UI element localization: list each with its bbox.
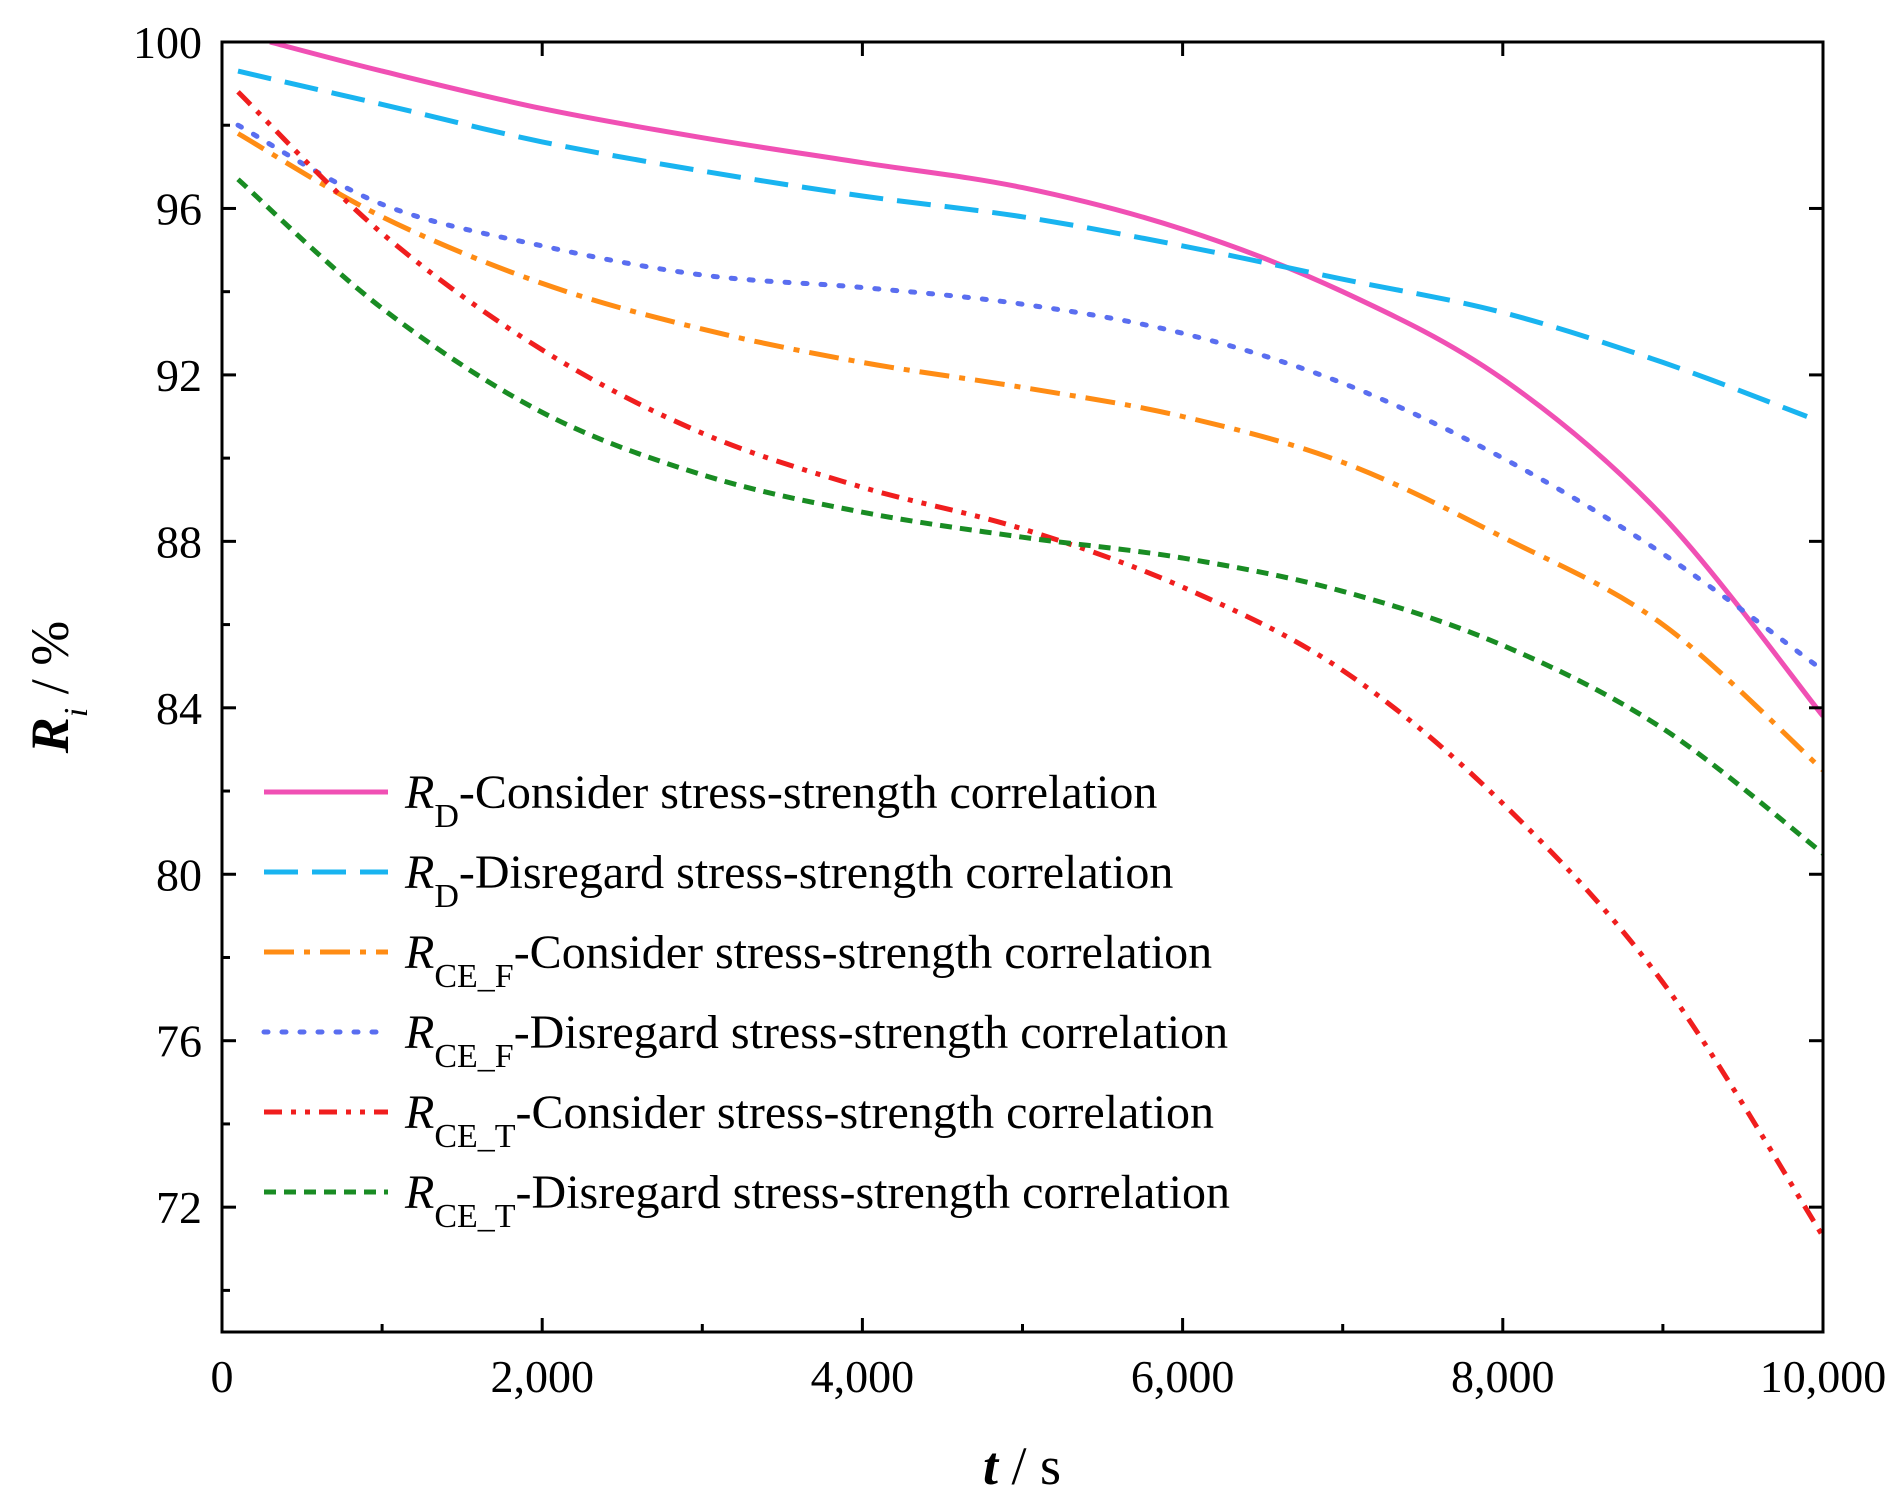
legend-description: -Consider stress-strength correlation	[459, 766, 1157, 819]
series-line-rd-consider	[269, 42, 1823, 718]
legend-symbol: R	[404, 846, 434, 899]
legend-description: -Consider stress-strength correlation	[516, 1086, 1214, 1139]
series-line-rcef-consider	[236, 131, 1823, 773]
y-tick-label: 96	[156, 183, 202, 234]
legend-symbol: R	[404, 926, 434, 979]
legend-subscript: CE_F	[434, 958, 513, 995]
x-tick-label: 0	[211, 1351, 234, 1402]
legend-subscript: D	[434, 878, 459, 915]
y-tick-label: 92	[156, 350, 202, 401]
legend-label-rcet-disregard: RCE_T-Disregard stress-strength correlat…	[404, 1166, 1230, 1235]
series-line-rd-disregard	[237, 68, 1808, 419]
y-axis-subscript: i	[58, 708, 95, 717]
y-tick-label: 84	[156, 683, 202, 734]
axes-layer: 0 2,000 4,000 6,000 8,000 10,000 72 76 80 84 88 92 9…	[133, 17, 1886, 1402]
x-tick-label: 10,000	[1760, 1351, 1887, 1402]
x-tick-label: 6,000	[1131, 1351, 1235, 1402]
x-axis-title: t / s	[983, 1436, 1061, 1496]
legend-symbol: R	[404, 766, 434, 819]
legend-description: -Consider stress-strength correlation	[514, 926, 1212, 979]
legend-label-rd-consider: RD-Consider stress-strength correlation	[404, 766, 1157, 835]
y-axis-unit: %	[20, 621, 80, 666]
y-axis-title: Ri / %	[20, 621, 95, 754]
legend-subscript: CE_T	[434, 1118, 515, 1155]
x-axis-variable: t	[983, 1436, 1000, 1496]
legend-description: -Disregard stress-strength correlation	[514, 1006, 1228, 1059]
series-layer	[235, 42, 1823, 1238]
series-line-rcef-disregard	[235, 122, 1823, 673]
legend-subscript: D	[434, 798, 459, 835]
legend-label-rcef-consider: RCE_F-Consider stress-strength correlati…	[404, 926, 1212, 995]
legend-label-rcef-disregard: RCE_F-Disregard stress-strength correlat…	[404, 1006, 1228, 1075]
legend-subscript: CE_F	[434, 1038, 513, 1075]
legend-label-rd-disregard: RD-Disregard stress-strength correlation	[404, 846, 1173, 915]
y-tick-label: 88	[156, 516, 202, 567]
x-axis-unit: s	[1040, 1436, 1061, 1496]
y-tick-label: 76	[156, 1016, 202, 1067]
series-line-rcet-consider	[236, 90, 1823, 1238]
y-tick-label: 100	[133, 17, 202, 68]
legend-label-rcet-consider: RCE_T-Consider stress-strength correlati…	[404, 1086, 1214, 1155]
legend-description: -Disregard stress-strength correlation	[459, 846, 1173, 899]
x-tick-label: 4,000	[811, 1351, 915, 1402]
legend-description: -Disregard stress-strength correlation	[516, 1166, 1230, 1219]
legend-symbol: R	[404, 1166, 434, 1219]
y-tick-label: 80	[156, 849, 202, 900]
legend: RD-Consider stress-strength correlationR…	[261, 766, 1230, 1235]
x-axis-separator: /	[998, 1436, 1040, 1496]
legend-symbol: R	[404, 1006, 434, 1059]
y-tick-label: 72	[156, 1182, 202, 1233]
legend-symbol: R	[404, 1086, 434, 1139]
legend-subscript: CE_T	[434, 1198, 515, 1235]
series-line-rcet-disregard	[236, 177, 1823, 856]
y-axis-separator: /	[20, 666, 80, 708]
x-tick-label: 2,000	[490, 1351, 594, 1402]
x-tick-label: 8,000	[1451, 1351, 1555, 1402]
y-axis-variable: R	[20, 717, 80, 754]
